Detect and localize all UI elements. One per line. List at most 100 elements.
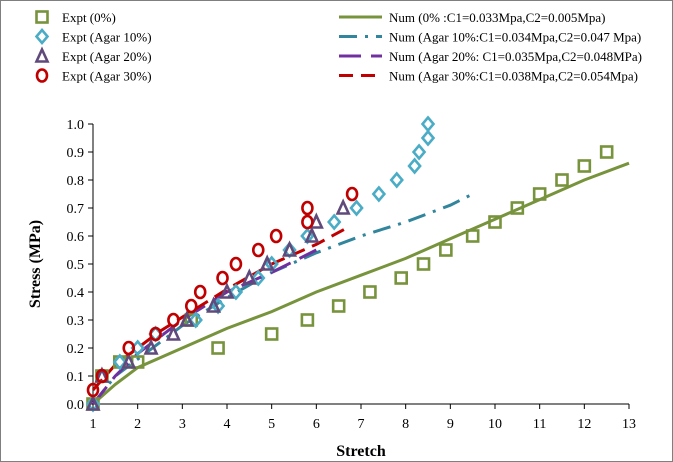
data-point bbox=[216, 270, 229, 286]
x-tick-label: 2 bbox=[134, 417, 141, 432]
legend-marker bbox=[35, 10, 49, 24]
x-tick-label: 4 bbox=[224, 417, 231, 432]
y-tick-label: 0.7 bbox=[67, 202, 85, 217]
data-point bbox=[394, 271, 409, 285]
data-point bbox=[206, 296, 222, 313]
data-point bbox=[86, 382, 100, 398]
data-point bbox=[371, 185, 387, 203]
x-tick-label: 11 bbox=[533, 417, 546, 432]
legend-entry: Num (Agar 20%: C1=0.035Mpa,C2=0.048MPa) bbox=[339, 49, 642, 64]
legend-label: Expt (Agar 10%) bbox=[62, 30, 152, 45]
data-point bbox=[211, 341, 225, 355]
data-point bbox=[301, 214, 314, 230]
data-point bbox=[95, 368, 109, 384]
series-3 bbox=[86, 186, 359, 398]
data-point bbox=[488, 215, 502, 229]
y-tick-label: 0.0 bbox=[67, 398, 85, 413]
data-point bbox=[335, 198, 351, 215]
data-point bbox=[389, 171, 404, 189]
data-point bbox=[577, 159, 592, 173]
legend-entry: Expt (Agar 30%) bbox=[35, 68, 152, 84]
data-point bbox=[465, 229, 480, 243]
legend-label: Expt (Agar 20%) bbox=[62, 49, 152, 64]
data-point bbox=[149, 326, 162, 342]
data-point bbox=[331, 299, 346, 313]
y-axis-title: Stress (MPa) bbox=[27, 220, 44, 308]
data-point bbox=[122, 340, 136, 356]
x-tick-label: 5 bbox=[268, 417, 275, 432]
y-tick-label: 0.8 bbox=[67, 174, 85, 189]
data-point bbox=[251, 242, 265, 258]
data-point bbox=[555, 173, 569, 187]
data-point bbox=[420, 129, 436, 147]
legend-entry: Num (Agar 10%:C1=0.034Mpa,C2=0.047 Mpa) bbox=[339, 30, 641, 45]
data-point bbox=[282, 240, 298, 257]
y-tick-label: 0.9 bbox=[67, 146, 85, 161]
legend-marker bbox=[34, 27, 50, 46]
series-layer bbox=[85, 115, 630, 413]
legend-marker bbox=[35, 68, 49, 83]
data-point bbox=[363, 285, 377, 299]
data-point bbox=[112, 353, 128, 371]
data-point bbox=[416, 257, 431, 271]
data-point bbox=[251, 269, 266, 287]
legend-entry: Num (0% :C1=0.033Mpa,C2=0.005Mpa) bbox=[339, 10, 606, 25]
x-tick-label: 7 bbox=[358, 417, 365, 432]
data-point bbox=[439, 243, 453, 257]
y-tick-label: 0.3 bbox=[67, 314, 85, 329]
x-tick-label: 13 bbox=[622, 417, 636, 432]
data-point bbox=[121, 352, 137, 369]
y-tick-label: 0.4 bbox=[67, 286, 85, 301]
legend-entry: Expt (0%) bbox=[35, 10, 116, 25]
data-point bbox=[188, 311, 203, 329]
axes: 0.00.10.20.30.40.50.60.70.80.91.01 2 3 4 5 6 7… bbox=[67, 118, 637, 432]
data-point bbox=[193, 284, 207, 300]
data-point bbox=[167, 312, 180, 328]
data-point bbox=[259, 254, 275, 271]
legend-entry: Expt (Agar 10%) bbox=[34, 27, 152, 46]
y-tick-label: 0.6 bbox=[67, 230, 85, 245]
data-point bbox=[599, 145, 614, 159]
series-line bbox=[91, 226, 349, 391]
data-point bbox=[179, 310, 195, 327]
data-point bbox=[349, 199, 364, 217]
data-point bbox=[269, 228, 283, 244]
data-point bbox=[300, 313, 315, 327]
data-point bbox=[184, 298, 198, 314]
legend-label: Num (Agar 20%: C1=0.035Mpa,C2=0.048MPa) bbox=[389, 49, 642, 64]
data-point bbox=[326, 213, 342, 231]
legend-label: Expt (0%) bbox=[62, 10, 116, 25]
series-4 bbox=[92, 161, 630, 406]
series-7 bbox=[91, 226, 349, 391]
legend-label: Num (Agar 10%:C1=0.034Mpa,C2=0.047 Mpa) bbox=[389, 30, 641, 45]
data-point bbox=[301, 200, 314, 216]
data-point bbox=[532, 187, 547, 201]
y-tick-label: 0.2 bbox=[67, 342, 85, 357]
legend-label: Num (Agar 30%:C1=0.038Mpa,C2=0.054Mpa) bbox=[389, 69, 638, 84]
data-point bbox=[304, 226, 320, 243]
x-tick-label: 9 bbox=[447, 417, 454, 432]
y-tick-label: 0.5 bbox=[67, 258, 85, 273]
data-point bbox=[219, 282, 235, 299]
x-tick-label: 6 bbox=[313, 417, 320, 432]
legend-marker bbox=[34, 46, 50, 63]
data-point bbox=[143, 338, 159, 355]
data-point bbox=[345, 186, 359, 202]
data-point bbox=[407, 157, 422, 175]
legend-entry: Expt (Agar 20%) bbox=[34, 46, 152, 64]
x-tick-label: 8 bbox=[402, 417, 409, 432]
legend-label: Expt (Agar 30%) bbox=[62, 69, 152, 84]
x-tick-label: 3 bbox=[179, 417, 186, 432]
y-tick-label: 0.1 bbox=[67, 370, 85, 385]
data-point bbox=[264, 327, 279, 341]
series-line bbox=[92, 161, 630, 406]
data-point bbox=[165, 324, 181, 341]
x-axis-title: Stretch bbox=[336, 443, 386, 460]
data-point bbox=[85, 394, 101, 411]
data-point bbox=[420, 115, 436, 133]
y-tick-label: 1.0 bbox=[67, 118, 85, 133]
x-tick-label: 10 bbox=[488, 417, 502, 432]
legend: Expt (0%) Expt (Agar 10%) Expt (Agar 20%) E… bbox=[34, 10, 642, 84]
legend-entry: Num (Agar 30%:C1=0.038Mpa,C2=0.054Mpa) bbox=[339, 69, 638, 84]
